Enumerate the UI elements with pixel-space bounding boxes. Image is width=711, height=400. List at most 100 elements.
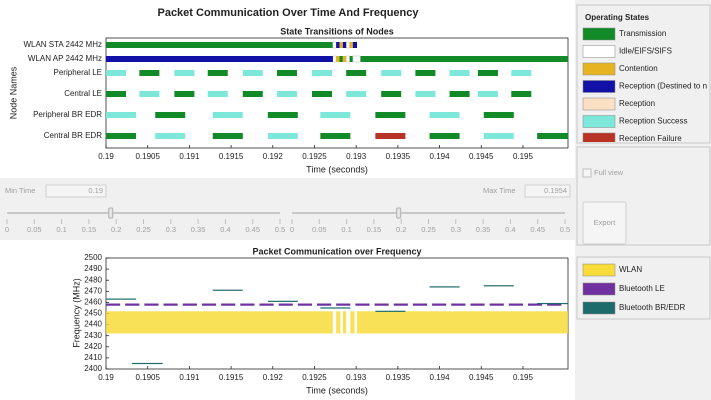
y-tick-label: 2490 <box>84 264 102 273</box>
x-tick-label: 0.191 <box>179 373 200 382</box>
x-tick-label: 0.193 <box>346 373 367 382</box>
packet <box>221 303 236 306</box>
state-segment <box>429 133 460 139</box>
main-title: Packet Communication Over Time And Frequ… <box>157 7 419 19</box>
slider-tick-label: 0.35 <box>476 225 491 234</box>
state-segment <box>276 91 297 97</box>
state-segment <box>339 56 343 62</box>
state-segment <box>511 70 532 76</box>
packet <box>201 303 217 306</box>
min-time-value: 0.19 <box>88 186 103 195</box>
state-segment <box>320 133 351 139</box>
state-segment <box>477 70 498 76</box>
max-time-value: 0.1954 <box>544 186 567 195</box>
packet <box>483 285 514 287</box>
state-segment <box>242 70 263 76</box>
state-segment <box>207 91 228 97</box>
x-tick-label: 0.1945 <box>469 152 494 161</box>
y-tick-label: WLAN STA 2442 MHz <box>23 40 102 49</box>
x-tick-label: 0.1945 <box>469 373 494 382</box>
y-tick-label: 2400 <box>84 364 102 373</box>
slider-thumb[interactable] <box>108 207 114 219</box>
x-tick-label: 0.1925 <box>302 152 327 161</box>
state-segment <box>511 91 532 97</box>
y-tick-label: 2500 <box>84 253 102 262</box>
full-view-checkbox[interactable] <box>582 168 592 178</box>
max-time-box[interactable] <box>524 184 571 198</box>
state-segment <box>242 91 263 97</box>
min-time-box[interactable] <box>45 184 107 198</box>
state-segment <box>311 91 332 97</box>
state-segment <box>429 112 460 118</box>
x-tick-label: 0.1915 <box>219 152 244 161</box>
slider-tick-label: 0.2 <box>396 225 406 234</box>
y-tick-label: 2430 <box>84 331 102 340</box>
min-time-label: Min Time <box>5 186 35 195</box>
legend-swatch <box>582 62 616 76</box>
state-segment <box>320 112 351 118</box>
slider-tick-label: 0 <box>5 225 9 234</box>
state-segment <box>349 42 353 48</box>
export-button[interactable] <box>582 201 627 245</box>
empty-panel <box>577 323 710 400</box>
legend-swatch <box>582 282 616 296</box>
packet <box>182 303 197 306</box>
state-segment <box>207 70 228 76</box>
slider-tick-label: 0.25 <box>136 225 151 234</box>
legend-label: Contention <box>619 64 658 73</box>
slider-tick-label: 0.05 <box>312 225 327 234</box>
state-segment <box>349 56 353 62</box>
packet <box>375 310 406 312</box>
state-segment <box>415 91 436 97</box>
legend-label: Reception Success <box>619 117 687 126</box>
legend-swatch <box>582 301 616 315</box>
slider-tick-label: 0.45 <box>245 225 260 234</box>
x-tick-label: 0.19 <box>98 152 114 161</box>
state-segment <box>212 133 243 139</box>
state-segment <box>352 55 361 63</box>
x-tick-label: 0.1915 <box>219 373 244 382</box>
slider-tick-label: 0.4 <box>505 225 515 234</box>
packet <box>316 303 332 306</box>
slider-tick-label: 0.25 <box>421 225 436 234</box>
legend-swatch <box>582 80 616 93</box>
state-segment <box>174 91 195 97</box>
max-time-label: Max Time <box>483 186 516 195</box>
x-tick-label: 0.195 <box>513 373 534 382</box>
state-segment <box>155 112 186 118</box>
state-segment <box>106 42 333 48</box>
x-tick-label: 0.1905 <box>135 373 160 382</box>
state-segment <box>336 56 340 62</box>
packet <box>489 303 504 306</box>
packet <box>336 311 341 334</box>
state-segment <box>267 133 298 139</box>
state-segment <box>139 70 160 76</box>
state-segment <box>342 42 347 48</box>
state-segment <box>381 70 402 76</box>
state-segment <box>352 42 358 48</box>
packet <box>106 311 333 334</box>
packet <box>278 303 293 306</box>
y-tick-label: 2450 <box>84 309 102 318</box>
packet <box>106 303 121 306</box>
state-segment <box>537 133 568 139</box>
y-axis-label: Node Names <box>8 66 18 119</box>
packet <box>342 311 347 334</box>
legend-title: Operating States <box>585 13 650 22</box>
state-segment <box>360 56 568 62</box>
slider-tick-label: 0 <box>290 225 294 234</box>
x-tick-label: 0.1935 <box>386 373 411 382</box>
packet <box>297 303 312 306</box>
x-tick-label: 0.195 <box>513 152 534 161</box>
legend-swatch <box>582 97 616 111</box>
packet <box>259 303 274 306</box>
slider-thumb[interactable] <box>396 207 402 219</box>
state-segment <box>345 55 350 63</box>
packet <box>320 307 351 309</box>
x-tick-label: 0.192 <box>263 152 284 161</box>
x-axis-label: Time (seconds) <box>306 164 368 174</box>
y-tick-label: 2420 <box>84 342 102 351</box>
state-segment <box>174 70 195 76</box>
packet <box>429 286 460 288</box>
state-segment <box>342 56 347 62</box>
